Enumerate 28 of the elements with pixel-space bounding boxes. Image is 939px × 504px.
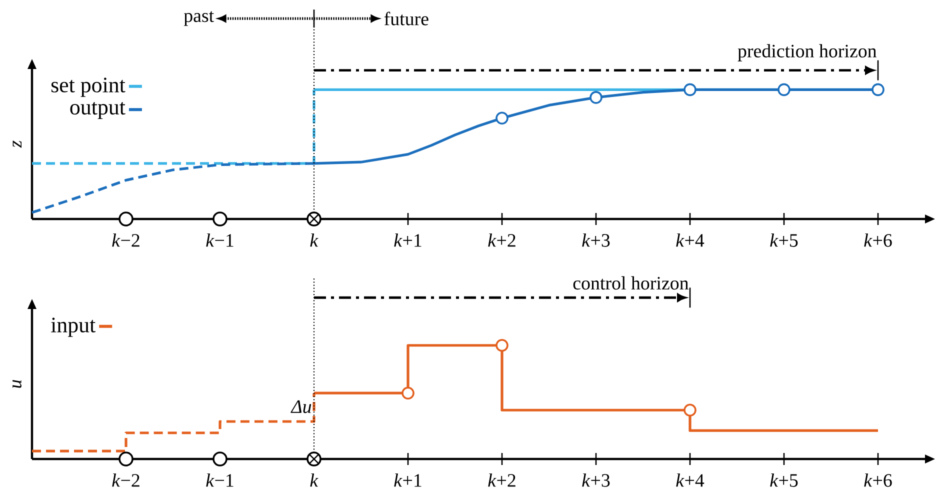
text: past (184, 11, 214, 26)
x-tick-label: k+4 (676, 474, 704, 487)
x-tick-label: k (310, 234, 318, 247)
x-tick-label: k−2 (112, 474, 140, 487)
x-tick-label: k (310, 474, 318, 487)
x-tick-label: k+2 (488, 474, 516, 487)
legend-label: input (51, 318, 96, 337)
x-tick-label: k−2 (112, 234, 140, 247)
text: prediction horizon (738, 44, 877, 62)
x-tick-label: k+5 (770, 234, 798, 247)
x-tick-label: k+1 (394, 474, 422, 487)
x-tick-label: k+6 (864, 234, 892, 247)
annotation: Δu (290, 400, 312, 414)
text: control horizon (573, 276, 689, 290)
x-tick-label: k−1 (206, 474, 234, 487)
x-tick-label: k+6 (864, 474, 892, 487)
x-tick-label: k+4 (676, 234, 704, 247)
x-tick-label: k+3 (582, 474, 610, 487)
legend-label: output (70, 102, 126, 120)
y-axis-title: z (12, 140, 22, 148)
x-tick-label: k+3 (582, 234, 610, 247)
text: future (384, 12, 428, 26)
x-tick-label: k−1 (206, 234, 234, 247)
x-tick-label: k+5 (770, 474, 798, 487)
legend-label: set point (51, 78, 126, 97)
x-tick-label: k+1 (394, 234, 422, 247)
x-tick-label: k+2 (488, 234, 516, 247)
y-axis-title: u (12, 380, 22, 388)
